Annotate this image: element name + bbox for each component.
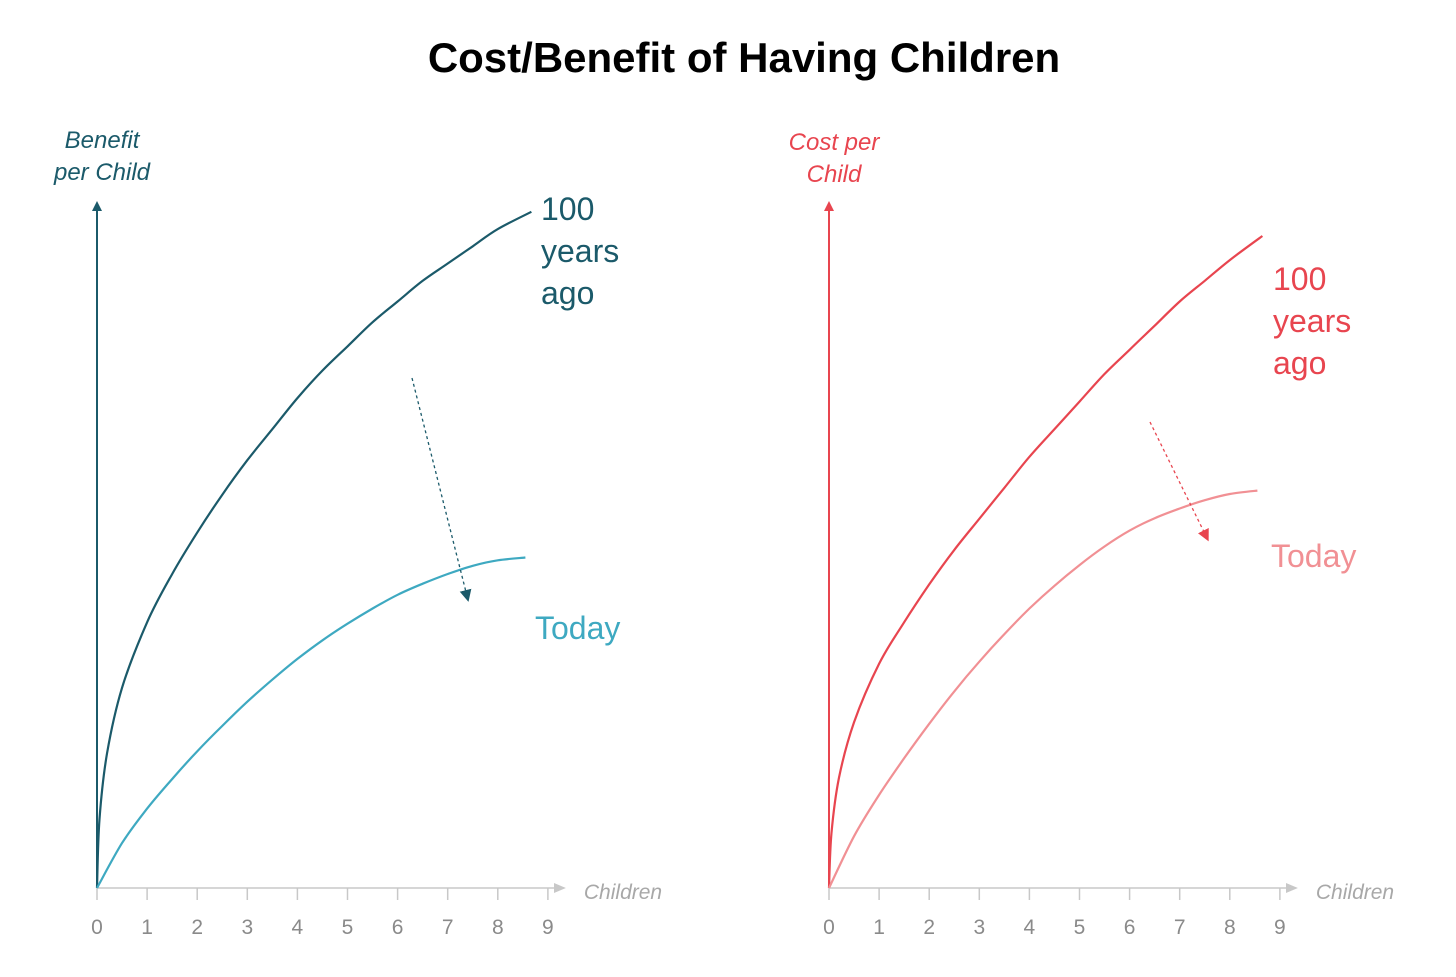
- x-tick-label: 3: [973, 916, 985, 939]
- series-label-past: years: [541, 233, 619, 269]
- page-title: Cost/Benefit of Having Children: [427, 34, 1061, 81]
- x-tick-label: 9: [1274, 916, 1286, 939]
- series-label-today: Today: [1271, 538, 1356, 574]
- x-tick-label: 4: [292, 916, 304, 939]
- series-line-today: [828, 489, 1258, 889]
- chart-panel-benefit: 0 1 2 3 4 5 6 7 8 9 Children Benefit per Child 100 yea…: [53, 127, 662, 939]
- series-line-past: [827, 235, 1264, 889]
- x-tick-label: 7: [1174, 916, 1186, 939]
- chart-panel-cost: 0 1 2 3 4 5 6 7 8 9 Children Cost per Child 100 years a…: [789, 129, 1394, 939]
- series-label-today: Today: [535, 610, 620, 646]
- x-tick-label: 1: [141, 916, 153, 939]
- shift-arrow: [1149, 421, 1209, 542]
- x-tick-label: 4: [1024, 916, 1036, 939]
- x-tick-label: 5: [1074, 916, 1086, 939]
- x-tick-label: 3: [241, 916, 253, 939]
- x-tick-label: 6: [1124, 916, 1136, 939]
- x-tick-label: 1: [873, 916, 885, 939]
- shift-arrow: [411, 377, 472, 602]
- x-tick-label: 0: [823, 916, 835, 939]
- series-label-past: 100: [1273, 261, 1326, 297]
- series-label-past: years: [1273, 303, 1351, 339]
- x-tick-label: 9: [542, 916, 554, 939]
- y-axis-label: Cost per: [789, 129, 881, 156]
- x-axis-label: Children: [1316, 881, 1394, 904]
- x-tick-label: 2: [923, 916, 935, 939]
- y-axis-label: Benefit: [65, 127, 141, 154]
- y-axis-label: per Child: [53, 159, 151, 186]
- x-tick-label: 5: [342, 916, 354, 939]
- x-tick-label: 6: [392, 916, 404, 939]
- y-axis-label: Child: [807, 161, 862, 188]
- series-label-past: 100: [541, 191, 594, 227]
- series-label-past: ago: [541, 275, 594, 311]
- x-axis-label: Children: [584, 881, 662, 904]
- series-line-today: [96, 556, 526, 889]
- series-label-past: ago: [1273, 345, 1326, 381]
- x-tick-label: 0: [91, 916, 103, 939]
- x-tick-label: 8: [492, 916, 504, 939]
- x-tick-label: 7: [442, 916, 454, 939]
- series-line-past: [95, 210, 532, 889]
- x-tick-label: 2: [191, 916, 203, 939]
- x-tick-label: 8: [1224, 916, 1236, 939]
